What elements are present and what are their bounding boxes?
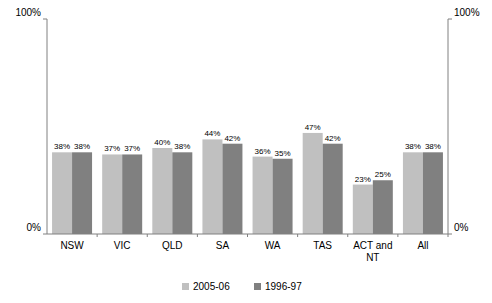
data-labels: 38% 37% 40% 44% 36% 47% 23% 38% 38% 37% 38% 42% 35% 4… <box>54 123 441 184</box>
bar <box>403 152 423 234</box>
bar <box>273 159 293 234</box>
x-tick <box>247 234 248 237</box>
x-tick-label: QLD <box>162 240 183 251</box>
data-label: 44% <box>204 129 220 138</box>
x-tick-label: VIC <box>114 240 131 251</box>
data-label: 47% <box>305 123 321 132</box>
bar <box>222 144 242 234</box>
y-axis <box>47 19 48 234</box>
data-label: 38% <box>425 142 441 151</box>
y-tick <box>43 19 47 20</box>
x-tick-label: WA <box>265 240 281 251</box>
y2-tick <box>448 234 452 235</box>
label-line: ACT and <box>353 240 392 251</box>
data-label: 38% <box>405 142 421 151</box>
data-label: 37% <box>124 144 140 153</box>
legend: 2005-06 1996-97 <box>182 281 302 292</box>
y2-axis <box>448 19 449 234</box>
data-label: 38% <box>54 142 70 151</box>
bar <box>52 152 72 234</box>
bar <box>152 148 172 234</box>
bar <box>353 185 373 234</box>
x-tick <box>397 234 398 237</box>
legend-swatch <box>182 283 189 290</box>
x-tick-label: All <box>417 240 428 251</box>
x-tick <box>97 234 98 237</box>
bar <box>323 144 343 234</box>
x-tick-label: TAS <box>313 240 332 251</box>
data-label: 40% <box>154 138 170 147</box>
bar <box>202 139 222 234</box>
x-tick <box>297 234 298 237</box>
legend-swatch <box>254 283 261 290</box>
y-tick-label: 0% <box>27 222 42 233</box>
x-tick <box>147 234 148 237</box>
bar <box>102 154 122 234</box>
y2-tick-label: 100% <box>454 7 480 18</box>
x-tick <box>448 234 449 237</box>
y2-tick <box>448 19 452 20</box>
legend-label: 2005-06 <box>193 281 230 292</box>
bars <box>52 133 443 234</box>
bar <box>423 152 443 234</box>
bar <box>172 152 192 234</box>
x-tick-label: SA <box>216 240 230 251</box>
data-label: 42% <box>224 134 240 143</box>
legend-label: 1996-97 <box>265 281 302 292</box>
y-tick <box>43 234 47 235</box>
y2-tick-label: 0% <box>454 222 469 233</box>
data-label: 23% <box>355 175 371 184</box>
bar <box>122 154 142 234</box>
data-label: 38% <box>74 142 90 151</box>
bar <box>303 133 323 234</box>
label-line: NT <box>366 252 379 263</box>
x-tick <box>197 234 198 237</box>
x-tick <box>347 234 348 237</box>
bar <box>72 152 92 234</box>
data-label: 35% <box>275 149 291 158</box>
chart: 38% 37% 40% 44% 36% 47% 23% 38% 38% 37% 38% 42% 35% 4… <box>0 0 492 303</box>
data-label: 36% <box>255 147 271 156</box>
data-label: 42% <box>325 134 341 143</box>
bar <box>253 157 273 234</box>
bar <box>373 180 393 234</box>
data-label: 38% <box>174 142 190 151</box>
x-tick-label: NSW <box>60 240 84 251</box>
data-label: 37% <box>104 144 120 153</box>
data-label: 25% <box>375 170 391 179</box>
x-tick-label: ACT andNT <box>353 240 392 263</box>
y-tick-label: 100% <box>15 7 41 18</box>
